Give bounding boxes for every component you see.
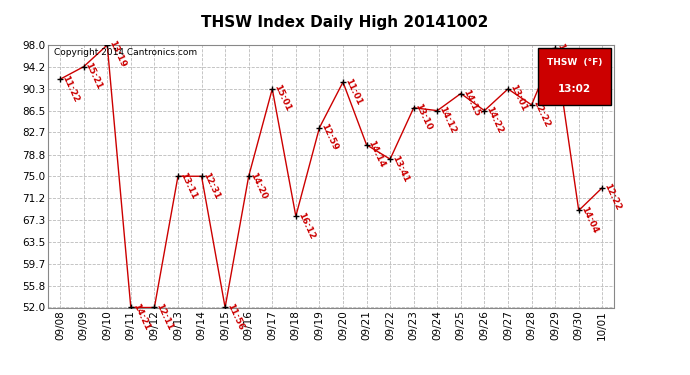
Text: 13:10: 13:10 <box>414 102 434 132</box>
Text: 13:01: 13:01 <box>508 83 529 113</box>
Text: 14:04: 14:04 <box>579 205 599 235</box>
FancyBboxPatch shape <box>538 48 611 105</box>
Text: 11:01: 11:01 <box>343 76 363 106</box>
Text: 13:41: 13:41 <box>390 154 411 183</box>
Text: 22:22: 22:22 <box>531 99 552 129</box>
Text: 11:22: 11:22 <box>60 74 80 104</box>
Text: 12:31: 12:31 <box>201 171 221 201</box>
Text: 14:14: 14:14 <box>366 140 387 170</box>
Text: 14:20: 14:20 <box>248 171 269 201</box>
Text: Copyright 2014 Cantronics.com: Copyright 2014 Cantronics.com <box>54 48 197 57</box>
Text: 14:22: 14:22 <box>484 105 505 135</box>
Text: 13:19: 13:19 <box>107 39 128 69</box>
Text: THSW  (°F): THSW (°F) <box>546 58 602 67</box>
Text: 15:01: 15:01 <box>273 83 293 113</box>
Text: 13:02: 13:02 <box>555 42 575 72</box>
Text: THSW Index Daily High 20141002: THSW Index Daily High 20141002 <box>201 15 489 30</box>
Text: 14:12: 14:12 <box>437 105 457 135</box>
Text: 12:59: 12:59 <box>319 122 339 152</box>
Text: 12:22: 12:22 <box>602 182 622 212</box>
Text: 13:11: 13:11 <box>178 171 198 201</box>
Text: 14:21: 14:21 <box>131 302 151 332</box>
Text: 13:02: 13:02 <box>558 84 591 94</box>
Text: 11:56: 11:56 <box>225 302 246 332</box>
Text: 14:15: 14:15 <box>461 88 481 118</box>
Text: 15:21: 15:21 <box>83 61 104 91</box>
Text: 12:11: 12:11 <box>155 302 175 332</box>
Text: 16:12: 16:12 <box>296 211 316 240</box>
